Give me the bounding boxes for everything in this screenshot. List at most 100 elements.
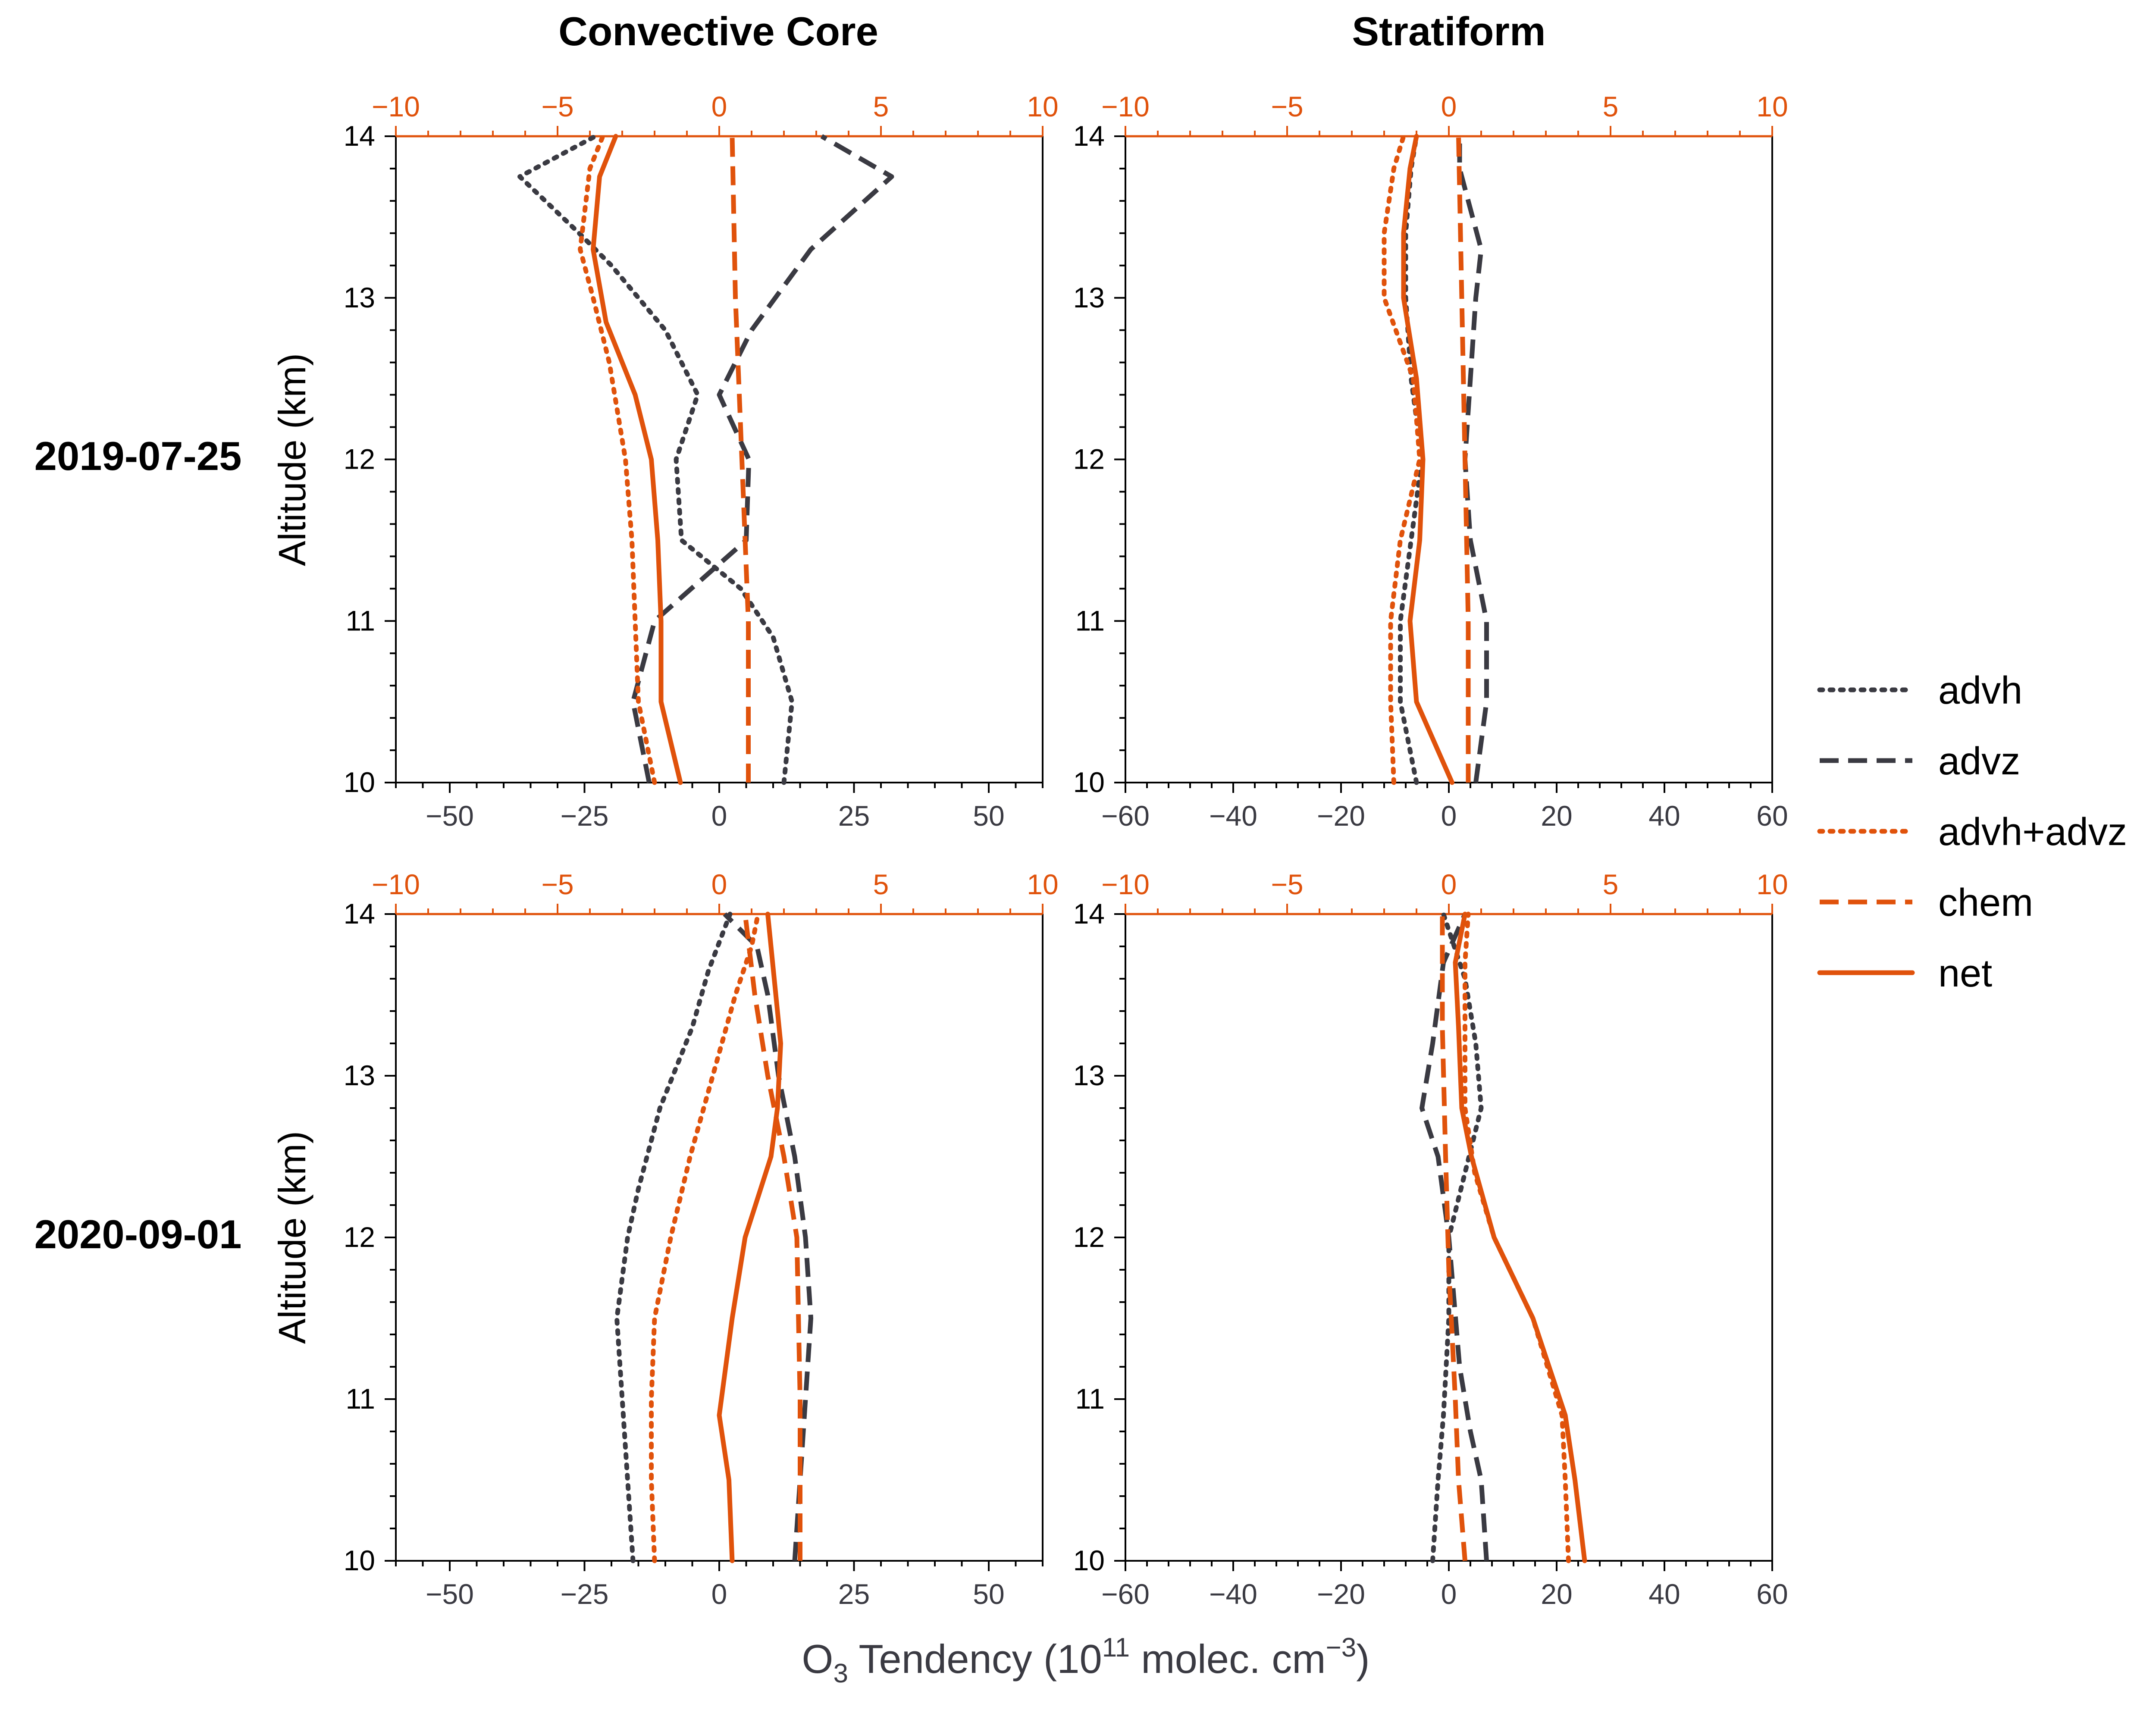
- legend-label: advz: [1938, 740, 2020, 783]
- x-top-tick-label: −5: [1271, 868, 1303, 900]
- x-axis-label: O3 Tendency (1011 molec. cm−3): [802, 1633, 1369, 1688]
- series-advh-plus-advz: [1463, 911, 1571, 1563]
- y-tick-label: 12: [344, 443, 375, 475]
- x-top-tick-label: −5: [1271, 91, 1303, 122]
- legend-label: net: [1938, 952, 1992, 995]
- y-tick-label: 10: [344, 766, 375, 798]
- x-bottom-tick-label: −40: [1209, 1578, 1257, 1610]
- legend-label: advh+advz: [1938, 811, 2127, 854]
- y-tick-label: 10: [1073, 766, 1105, 798]
- x-bottom-tick-label: 60: [1756, 800, 1788, 832]
- y-tick-label: 14: [1073, 120, 1105, 152]
- x-bottom-tick-label: 50: [973, 1578, 1004, 1610]
- y-tick-label: 12: [344, 1221, 375, 1253]
- x-bottom-tick-label: 20: [1541, 800, 1572, 832]
- series-chem: [1440, 914, 1467, 1561]
- x-bottom-tick-label: −20: [1317, 1578, 1365, 1610]
- x-top-tick-label: −5: [541, 868, 573, 900]
- y-tick-label: 13: [1073, 1059, 1105, 1091]
- column-titles: Convective Core Stratiform: [558, 9, 1545, 54]
- column-title-convective-core: Convective Core: [558, 9, 878, 54]
- series-advz: [630, 134, 894, 783]
- x-top-tick-label: 10: [1027, 868, 1058, 900]
- row-labels: 2019-07-25 2020-09-01: [34, 433, 242, 1257]
- x-bottom-tick-label: 40: [1648, 1578, 1680, 1610]
- y-tick-label: 12: [1073, 1221, 1105, 1253]
- x-bottom-tick-label: 25: [838, 1578, 870, 1610]
- x-top-tick-label: −10: [372, 868, 420, 900]
- x-top-tick-label: 10: [1756, 868, 1788, 900]
- y-tick-label: 13: [1073, 282, 1105, 313]
- x-bottom-tick-label: −60: [1101, 1578, 1150, 1610]
- x-bottom-tick-label: 0: [1441, 1578, 1457, 1610]
- legend-label: chem: [1938, 881, 2033, 924]
- x-top-tick-label: −10: [1101, 91, 1150, 122]
- y-tick-label: 14: [1073, 898, 1105, 930]
- y-axis-label-bottom: Altitude (km): [271, 1131, 313, 1344]
- y-tick-label: 14: [344, 898, 375, 930]
- x-bottom-tick-label: −50: [426, 1578, 474, 1610]
- x-top-tick-label: 5: [1603, 91, 1619, 122]
- series-net: [717, 911, 783, 1563]
- y-axis-labels: Altitude (km) Altitude (km): [271, 353, 313, 1344]
- x-bottom-tick-label: 0: [711, 1578, 727, 1610]
- y-tick-label: 10: [1073, 1544, 1105, 1576]
- y-tick-label: 11: [1075, 604, 1105, 636]
- series-advh-plus-advz: [1382, 134, 1422, 785]
- y-tick-label: 11: [345, 604, 375, 636]
- x-top-tick-label: 10: [1027, 91, 1058, 122]
- x-bottom-tick-label: −40: [1209, 800, 1257, 832]
- row-label-2019: 2019-07-25: [34, 433, 242, 479]
- legend: advh advz advh+advz chem net: [1817, 669, 2127, 995]
- x-bottom-tick-label: −50: [426, 800, 474, 832]
- x-top-tick-label: −10: [372, 91, 420, 122]
- x-bottom-tick-label: −60: [1101, 800, 1150, 832]
- column-title-stratiform: Stratiform: [1352, 9, 1545, 54]
- x-top-tick-label: 0: [1441, 91, 1457, 122]
- series-net: [1401, 134, 1454, 785]
- x-bottom-tick-label: 40: [1648, 800, 1680, 832]
- x-bottom-tick-label: 20: [1541, 1578, 1572, 1610]
- y-tick-label: 11: [1075, 1383, 1105, 1415]
- series-advh: [614, 911, 733, 1563]
- x-bottom-tick-label: 60: [1756, 1578, 1788, 1610]
- x-bottom-tick-label: 0: [711, 800, 727, 832]
- x-top-tick-label: 0: [711, 91, 727, 122]
- x-bottom-tick-label: 50: [973, 800, 1004, 832]
- x-top-tick-label: 5: [1603, 868, 1619, 900]
- x-top-tick-label: 5: [873, 91, 889, 122]
- legend-label: advh: [1938, 669, 2022, 712]
- x-bottom-tick-label: 25: [838, 800, 870, 832]
- y-tick-label: 14: [344, 120, 375, 152]
- series-advz: [723, 912, 813, 1561]
- y-tick-label: 11: [345, 1383, 375, 1415]
- y-tick-label: 13: [344, 282, 375, 313]
- x-top-tick-label: 5: [873, 868, 889, 900]
- series-advh: [517, 134, 795, 785]
- series-advz: [1420, 913, 1489, 1561]
- series-chem: [743, 914, 802, 1561]
- panel-2: 10 11 12 13 14 −60 −40 −20 0 20 40 60 −10 −5 0 5 10: [1073, 91, 1788, 832]
- row-label-2020: 2020-09-01: [34, 1212, 242, 1257]
- series-advz: [1457, 136, 1489, 783]
- x-bottom-tick-label: −25: [561, 800, 609, 832]
- series-advh: [1430, 911, 1484, 1563]
- x-top-tick-label: 0: [711, 868, 727, 900]
- series-chem: [730, 136, 751, 783]
- series-advh-plus-advz: [578, 134, 657, 785]
- panel-4: 10 11 12 13 14 −60 −40 −20 0 20 40 60 −10 −5 0 5 10: [1073, 868, 1788, 1610]
- series-net: [1453, 911, 1587, 1563]
- x-top-tick-label: 10: [1756, 91, 1788, 122]
- x-bottom-tick-label: −20: [1317, 800, 1365, 832]
- x-top-tick-label: −10: [1101, 868, 1150, 900]
- y-tick-label: 10: [344, 1544, 375, 1576]
- x-top-tick-label: −5: [541, 91, 573, 122]
- x-top-tick-label: 0: [1441, 868, 1457, 900]
- y-axis-label-top: Altitude (km): [271, 353, 313, 566]
- y-tick-label: 13: [344, 1059, 375, 1091]
- x-bottom-tick-label: −25: [561, 1578, 609, 1610]
